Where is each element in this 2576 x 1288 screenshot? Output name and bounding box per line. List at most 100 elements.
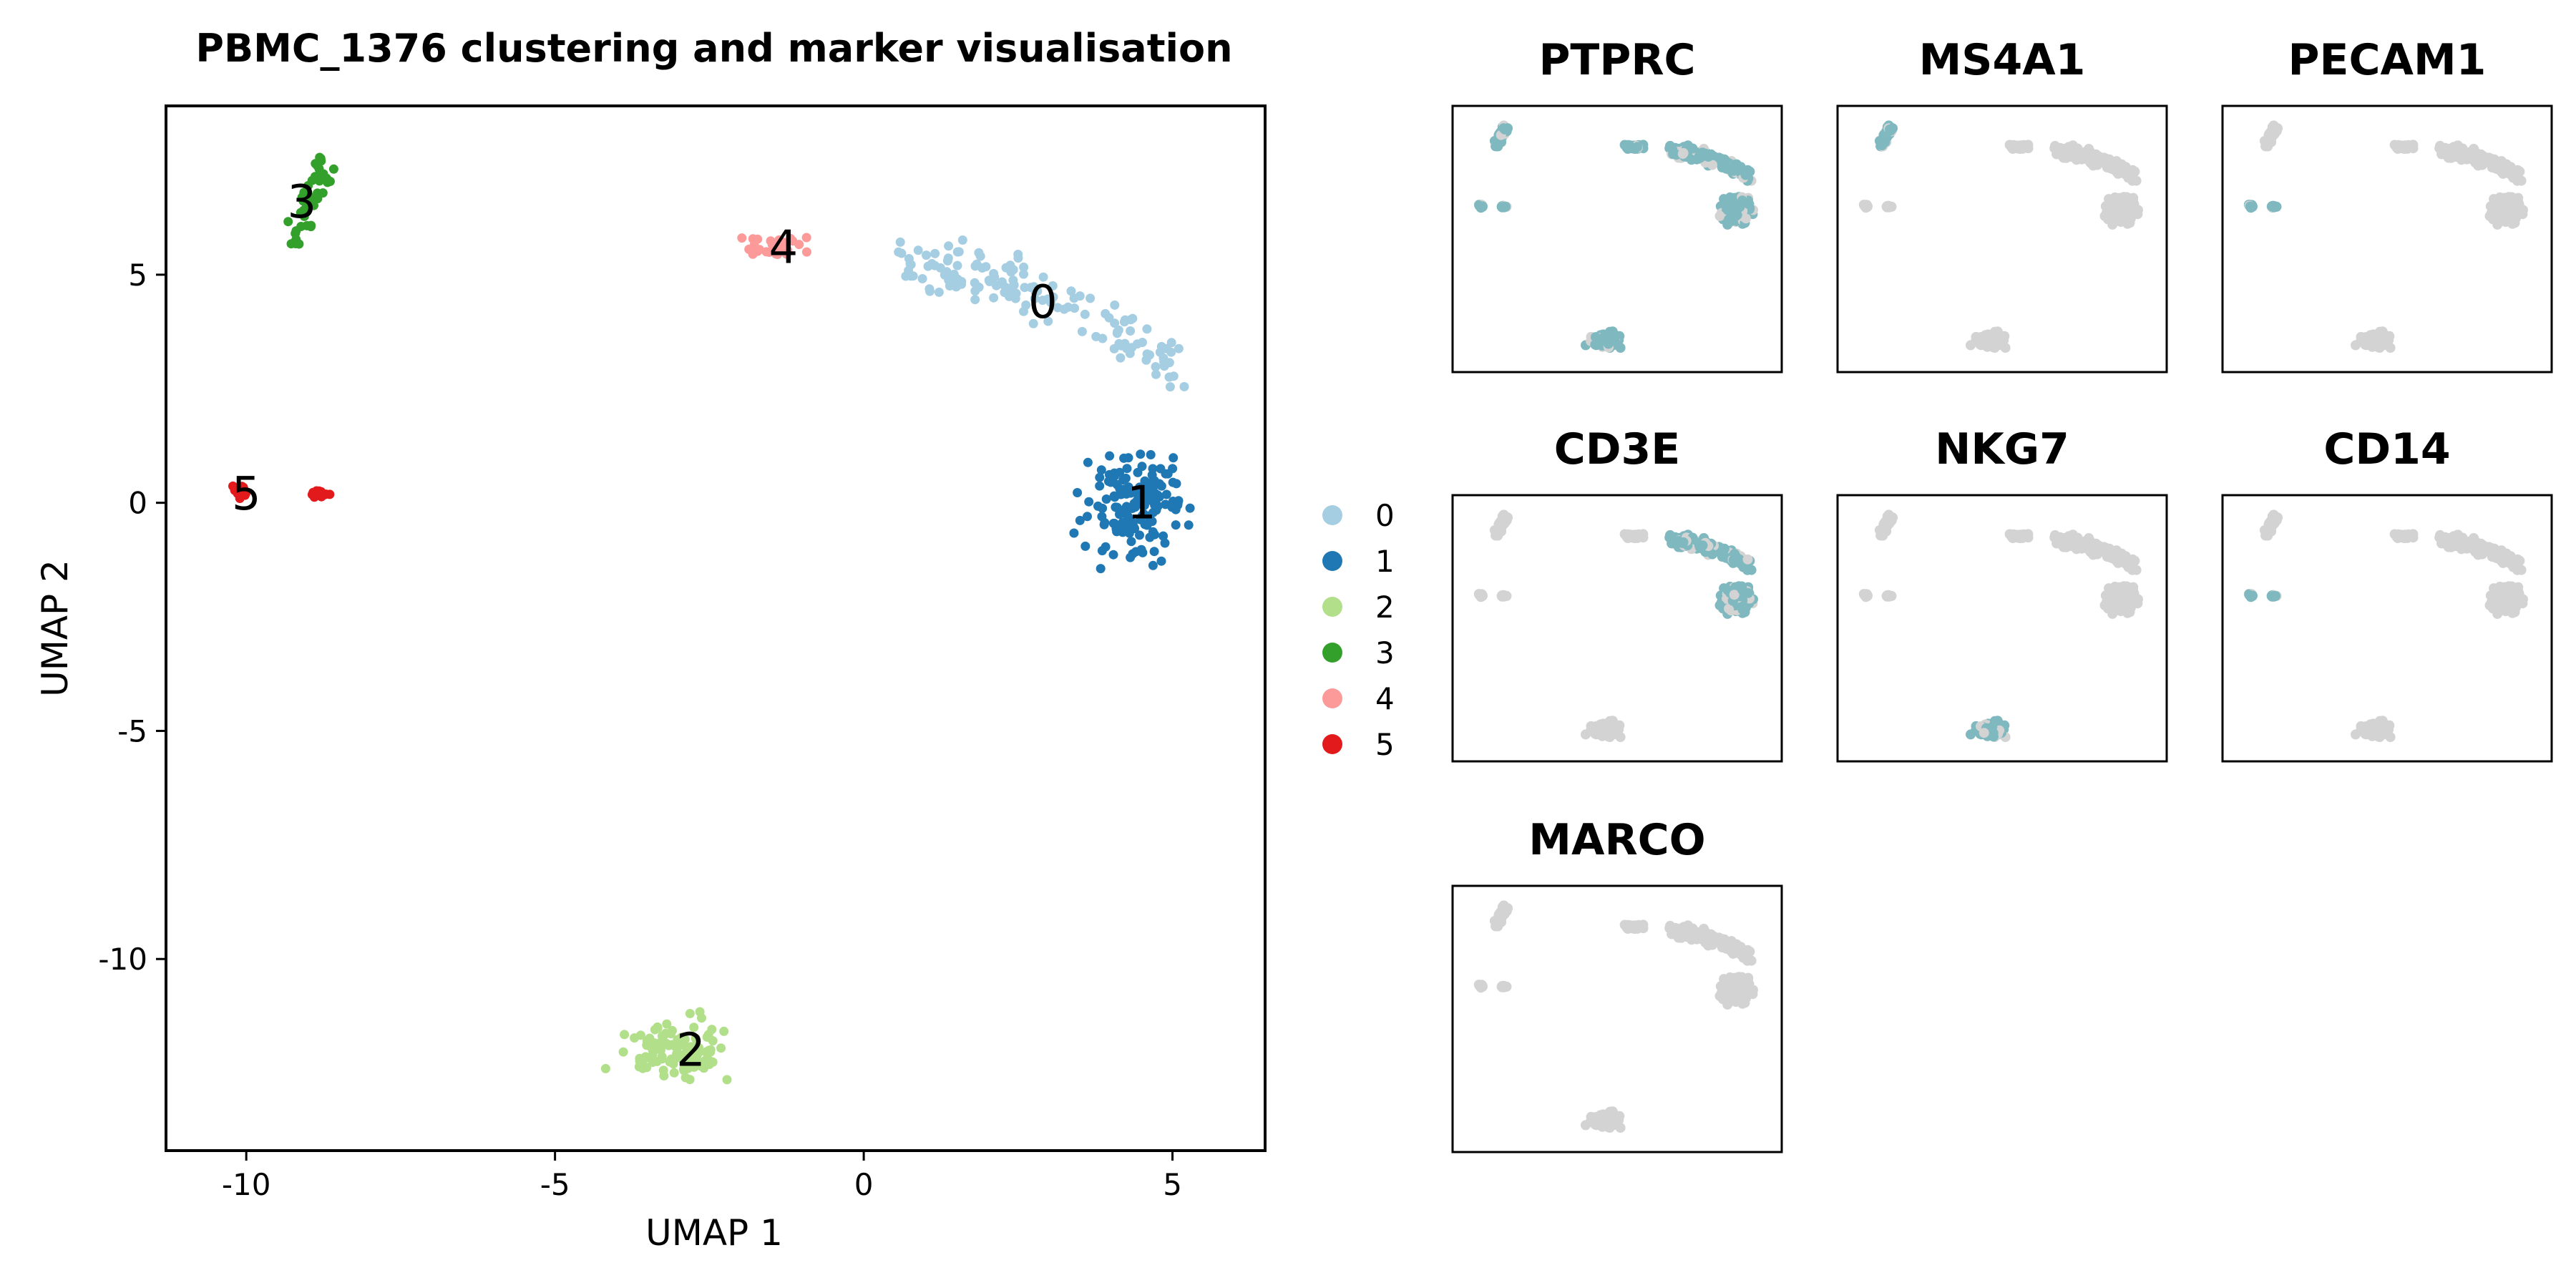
cell-point [1140,476,1150,486]
cell-point [309,200,318,210]
cell-point [1105,451,1115,461]
cell-point [917,274,927,283]
cell-point [801,247,811,257]
cell-point [1184,520,1194,530]
legend-marker [1322,597,1342,617]
feature-point [2109,603,2119,614]
feature-point [1714,990,1725,1001]
cell-point [989,293,999,303]
feature-point [1885,124,1895,135]
feature-point [2122,585,2132,595]
feature-point [2062,149,2073,159]
cell-point [701,1047,711,1057]
feature-point [2270,124,2280,135]
feature-point [1604,326,1615,337]
feature-point [2498,165,2509,176]
cell-point [1161,469,1171,479]
cell-point [753,246,763,256]
cell-point [620,1030,630,1040]
feature-point [2402,142,2412,152]
feature-point [1498,202,1509,212]
cell-point [1096,564,1106,574]
feature-point [2467,540,2478,551]
feature-point [2245,201,2255,212]
cell-point [1020,283,1030,293]
feature-point [1604,1106,1615,1117]
feature-point [1742,165,1753,175]
feature-point [1877,530,1888,540]
feature-point [2447,538,2458,548]
cell-point [753,234,763,244]
feature-point [1498,591,1509,601]
feature-point [1979,338,1989,349]
panel-frame [1836,104,2168,374]
cell-point [923,261,933,271]
cell-point [1136,449,1146,459]
marker-panel: CD3E [1451,424,1783,763]
feature-point [1632,142,1642,152]
feature-point [1729,590,1740,600]
cell-point [1083,512,1092,522]
cell-point [1128,549,1138,559]
legend-marker [1322,734,1342,754]
cell-point [1169,453,1179,463]
feature-point [1677,929,1688,939]
cell-point [942,256,952,265]
cell-point [1013,250,1023,259]
cell-point [1066,286,1076,296]
cell-point [1137,462,1147,472]
cell-point [781,241,791,251]
plot-frame [165,104,1267,1152]
cell-point [981,262,991,272]
cell-point [957,235,967,245]
cell-point [1179,381,1189,391]
feature-point [1492,920,1503,930]
marker-panel: MARCO [1451,815,1783,1153]
cell-point [1028,318,1038,328]
feature-point [2113,165,2124,176]
cell-point [1128,313,1138,323]
feature-point [2498,555,2509,565]
feature-point [1737,975,1747,986]
cell-point [1156,341,1166,351]
cell-point [1009,280,1019,290]
cell-point [1108,518,1118,528]
cell-point [1148,560,1158,570]
cell-point [906,271,916,281]
feature-point [1604,716,1615,726]
feature-point [2374,326,2385,337]
feature-point [1988,338,1999,349]
y-axis-label: UMAP 2 [34,560,76,697]
feature-point [2262,530,2273,540]
cell-point [930,248,940,258]
cell-point [1113,327,1122,337]
cell-point [314,489,324,499]
cell-point [949,269,959,279]
feature-point [1989,326,2000,337]
feature-point [1877,140,1888,150]
y-tick-label: 5 [128,258,147,293]
feature-point [1624,529,1634,540]
cell-point [1151,362,1161,371]
feature-point [1594,338,1604,349]
cell-point [1146,450,1156,459]
cluster-label: 1 [1127,477,1156,530]
feature-point [1729,200,1740,211]
cell-point [689,1023,699,1033]
feature-point [2127,554,2138,565]
cell-point [1110,300,1120,310]
feature-point [1603,728,1614,738]
marker-panels: PTPRC MS4A1 PECAM1 CD3E NKG7 CD14 MARCO [1451,35,2553,1153]
panel-frame [2221,104,2553,374]
cell-point [1149,547,1159,557]
cell-point [1185,503,1195,513]
cell-point [801,233,811,243]
panel-title: PECAM1 [2288,35,2487,85]
feature-point [2477,160,2488,170]
feature-point [2484,600,2495,610]
feature-point [2062,538,2073,548]
feature-point [1724,214,1735,225]
legend: 0 1 2 3 4 5 [1322,498,1395,762]
cell-point [997,279,1008,289]
feature-point [1475,201,1485,212]
